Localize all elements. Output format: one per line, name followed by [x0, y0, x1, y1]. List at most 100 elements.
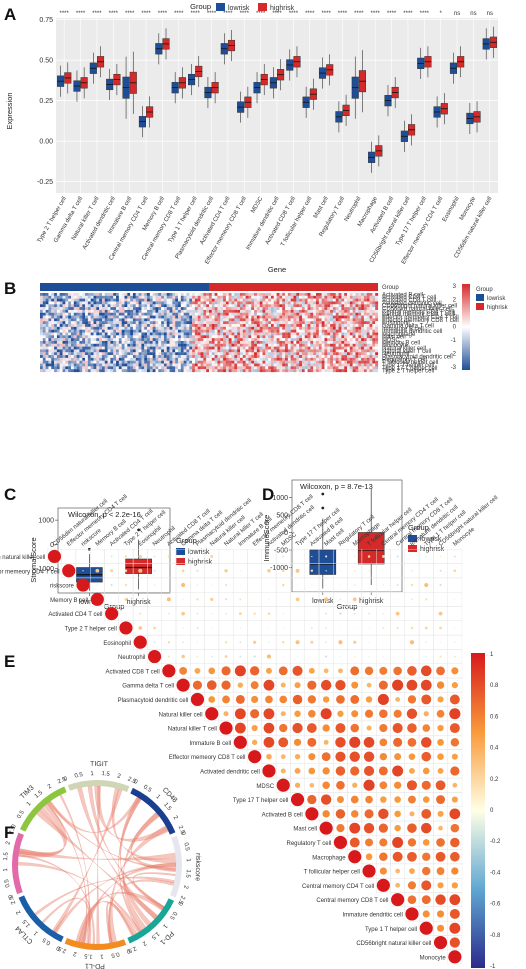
- panel-a-significance-label: ****: [321, 11, 331, 17]
- panel-e-correlation-dot: [254, 555, 256, 558]
- panel-b-cell: [335, 363, 339, 367]
- panel-b-cell: [130, 343, 134, 347]
- panel-b-cell: [338, 357, 342, 361]
- panel-b-cell: [51, 360, 55, 364]
- panel-b-cell: [180, 312, 184, 316]
- panel-b-cell: [104, 301, 108, 305]
- panel-b-cell: [76, 304, 80, 308]
- panel-b-cell: [183, 298, 187, 302]
- panel-b-cell: [301, 369, 305, 373]
- panel-e-correlation-dot: [396, 626, 399, 630]
- panel-b-cell: [73, 312, 77, 316]
- panel-b-cell: [172, 352, 176, 356]
- panel-b-cell: [104, 360, 108, 364]
- panel-b-cell: [141, 324, 145, 327]
- panel-b-cell: [116, 357, 119, 361]
- panel-b-row-label: Activated CD8 T cell: [382, 298, 436, 304]
- panel-b-cell: [141, 293, 145, 296]
- panel-b-cell: [279, 335, 283, 339]
- panel-b-cell: [251, 326, 255, 330]
- panel-b-cell: [51, 340, 55, 344]
- panel-e-correlation-dot: [82, 555, 84, 558]
- panel-e-correlation-dot: [266, 654, 272, 659]
- panel-b-cell: [347, 352, 350, 356]
- panel-b-cell: [273, 307, 277, 311]
- panel-b-cell: [259, 349, 263, 353]
- panel-b-cell: [169, 357, 173, 361]
- panel-f-sector-riskscore: [170, 835, 182, 898]
- panel-b-cell: [254, 321, 257, 325]
- panel-e-correlation-dot: [407, 795, 416, 804]
- panel-b-cell: [172, 335, 176, 339]
- panel-b-cell: [163, 312, 167, 316]
- panel-b-cell: [327, 301, 331, 305]
- panel-b-cell: [113, 338, 117, 342]
- panel-e-correlation-dot: [364, 709, 374, 718]
- panel-b-cell: [93, 301, 97, 305]
- panel-b-cell: [332, 340, 336, 344]
- panel-e-correlation-dot: [268, 627, 270, 629]
- panel-e-correlation-dot: [211, 612, 213, 615]
- panel-b-scale-label: 1: [453, 311, 457, 317]
- panel-b-cell: [290, 324, 294, 327]
- panel-b-cell: [234, 346, 238, 350]
- panel-b-cell: [310, 357, 314, 361]
- panel-b-cell: [175, 298, 179, 302]
- panel-b-cell: [338, 369, 342, 373]
- panel-b-cell: [104, 338, 108, 342]
- panel-e-correlation-dot: [310, 640, 314, 644]
- panel-b-cell: [110, 343, 114, 347]
- panel-b-cell: [270, 355, 274, 358]
- panel-b-cell: [366, 293, 370, 296]
- panel-b-cell: [192, 355, 196, 358]
- panel-b-cell: [327, 315, 331, 319]
- panel-b-cell: [42, 357, 46, 361]
- panel-b-cell: [375, 295, 379, 299]
- panel-b-cell: [101, 304, 105, 308]
- panel-b-cell: [349, 355, 353, 358]
- panel-b-cell: [335, 293, 339, 296]
- panel-d-box-lowrisk: [309, 549, 337, 575]
- panel-b-cell: [189, 335, 193, 339]
- panel-b-cell: [256, 338, 260, 342]
- panel-b-cell: [245, 321, 249, 325]
- panel-e-correlation-dot: [379, 752, 388, 761]
- panel-b-cell: [161, 307, 165, 311]
- panel-b-cell: [287, 298, 291, 302]
- panel-b-cell: [197, 332, 201, 336]
- panel-b-cell: [273, 321, 277, 325]
- panel-b-cell: [234, 360, 238, 364]
- panel-b-cell: [107, 360, 111, 364]
- panel-b-cell: [40, 355, 43, 358]
- panel-b-cell: [87, 338, 91, 342]
- panel-a-significance-label: ****: [256, 11, 266, 17]
- panel-b-cell: [254, 326, 257, 330]
- panel-b-cell: [104, 321, 108, 325]
- panel-b-cell: [73, 304, 77, 308]
- panel-b-cell: [299, 312, 303, 316]
- panel-b-cell: [192, 366, 196, 370]
- panel-b-cell: [341, 326, 345, 330]
- panel-b-cell: [73, 295, 77, 299]
- panel-b-cell: [217, 366, 221, 370]
- panel-b-cell: [279, 369, 283, 373]
- panel-b-cell: [375, 349, 379, 353]
- panel-e-correlation-dot: [168, 584, 170, 586]
- panel-b-cell: [68, 298, 72, 302]
- panel-b-cell: [231, 357, 235, 361]
- panel-b-cell: [352, 352, 356, 356]
- panel-e-correlation-dot: [382, 612, 385, 615]
- panel-b-cell: [155, 309, 159, 313]
- panel-b-cell: [175, 307, 179, 311]
- panel-b-cell: [349, 343, 353, 347]
- panel-e-correlation-dot: [239, 555, 241, 558]
- panel-e-correlation-dot: [407, 666, 417, 676]
- panel-b-cell: [169, 332, 173, 336]
- panel-b-cell: [341, 369, 345, 373]
- panel-b-cell: [85, 295, 88, 299]
- panel-b-cell: [313, 332, 317, 336]
- panel-b-cell: [301, 307, 305, 311]
- panel-b-cell: [220, 332, 224, 336]
- panel-e-correlation-dot: [425, 613, 427, 615]
- panel-b-cell: [135, 298, 139, 302]
